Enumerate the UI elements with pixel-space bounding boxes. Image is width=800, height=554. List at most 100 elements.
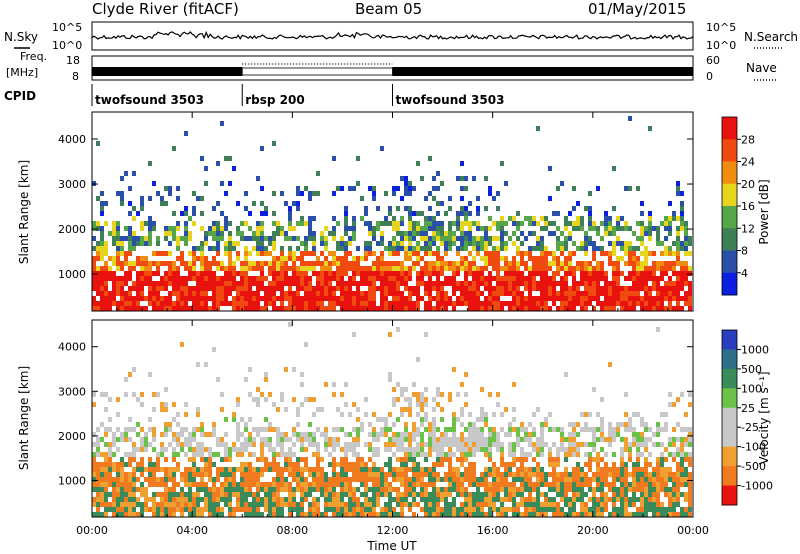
heatmap-cell: [392, 191, 396, 196]
heatmap-cell: [404, 231, 408, 236]
heatmap-cell: [520, 251, 524, 256]
heatmap-cell: [188, 467, 192, 472]
heatmap-cell: [688, 271, 692, 276]
heatmap-cell: [392, 442, 396, 447]
heatmap-cell: [196, 487, 200, 492]
heatmap-cell: [572, 492, 576, 497]
heatmap-cell: [608, 442, 612, 447]
heatmap-cell: [508, 447, 512, 452]
velocity-colorbar-label: Velocity [m s⁻¹]: [757, 371, 771, 464]
heatmap-cell: [404, 276, 408, 281]
heatmap-cell: [668, 301, 672, 306]
heatmap-cell: [268, 487, 272, 492]
heatmap-cell: [140, 241, 144, 246]
heatmap-cell: [156, 482, 160, 487]
heatmap-cell: [576, 462, 580, 467]
heatmap-cell: [124, 427, 128, 432]
heatmap-cell: [272, 256, 276, 261]
heatmap-cell: [184, 266, 188, 271]
heatmap-cell: [640, 301, 644, 306]
heatmap-cell: [360, 477, 364, 482]
heatmap-cell: [112, 301, 116, 306]
heatmap-cell: [256, 266, 260, 271]
heatmap-cell: [444, 251, 448, 256]
heatmap-cell: [632, 512, 636, 517]
heatmap-cell: [644, 296, 648, 301]
heatmap-cell: [348, 276, 352, 281]
heatmap-cell: [160, 447, 164, 452]
heatmap-cell: [264, 286, 268, 291]
heatmap-cell: [504, 271, 508, 276]
heatmap-cell: [536, 442, 540, 447]
heatmap-cell: [248, 301, 252, 306]
colorbar-tick-label: -1000: [741, 480, 773, 493]
heatmap-cell: [336, 497, 340, 502]
heatmap-cell: [328, 452, 332, 457]
heatmap-cell: [136, 512, 140, 517]
heatmap-cell: [104, 497, 108, 502]
heatmap-cell: [336, 266, 340, 271]
heatmap-cell: [540, 477, 544, 482]
heatmap-cell: [128, 507, 132, 512]
heatmap-cell: [540, 492, 544, 497]
heatmap-cell: [312, 191, 316, 196]
heatmap-cell: [432, 507, 436, 512]
heatmap-cell: [152, 251, 156, 256]
heatmap-cell: [380, 487, 384, 492]
heatmap-cell: [476, 271, 480, 276]
heatmap-cell: [204, 462, 208, 467]
heatmap-cell: [228, 236, 232, 241]
heatmap-cell: [96, 291, 100, 296]
heatmap-cell: [156, 392, 160, 397]
heatmap-cell: [520, 477, 524, 482]
heatmap-cell: [288, 322, 292, 327]
heatmap-cell: [596, 271, 600, 276]
heatmap-cell: [140, 462, 144, 467]
heatmap-cell: [344, 271, 348, 276]
heatmap-cell: [344, 512, 348, 517]
heatmap-cell: [356, 512, 360, 517]
heatmap-cell: [472, 236, 476, 241]
heatmap-cell: [632, 271, 636, 276]
heatmap-cell: [200, 472, 204, 477]
heatmap-cell: [432, 497, 436, 502]
heatmap-cell: [620, 226, 624, 231]
heatmap-cell: [452, 472, 456, 477]
heatmap-cell: [624, 276, 628, 281]
heatmap-cell: [212, 226, 216, 231]
heatmap-cell: [612, 276, 616, 281]
heatmap-cell: [140, 492, 144, 497]
heatmap-cell: [264, 502, 268, 507]
heatmap-cell: [432, 477, 436, 482]
heatmap-cell: [536, 281, 540, 286]
heatmap-cell: [564, 271, 568, 276]
heatmap-cell: [124, 492, 128, 497]
heatmap-cell: [224, 482, 228, 487]
heatmap-cell: [620, 422, 624, 427]
heatmap-cell: [640, 417, 644, 422]
heatmap-cell: [644, 512, 648, 517]
heatmap-cell: [364, 442, 368, 447]
heatmap-cell: [184, 296, 188, 301]
heatmap-cell: [228, 261, 232, 266]
heatmap-cell: [116, 427, 120, 432]
heatmap-cell: [312, 432, 316, 437]
heatmap-cell: [484, 502, 488, 507]
heatmap-cell: [356, 281, 360, 286]
heatmap-cell: [236, 306, 240, 311]
heatmap-cell: [572, 281, 576, 286]
heatmap-cell: [128, 452, 132, 457]
heatmap-cell: [280, 231, 284, 236]
heatmap-cell: [448, 301, 452, 306]
heatmap-cell: [492, 462, 496, 467]
heatmap-cell: [136, 306, 140, 311]
heatmap-cell: [308, 301, 312, 306]
heatmap-cell: [632, 467, 636, 472]
heatmap-cell: [564, 216, 568, 221]
heatmap-cell: [168, 442, 172, 447]
heatmap-cell: [452, 427, 456, 432]
heatmap-cell: [488, 226, 492, 231]
heatmap-cell: [432, 492, 436, 497]
heatmap-cell: [372, 437, 376, 442]
heatmap-cell: [392, 271, 396, 276]
